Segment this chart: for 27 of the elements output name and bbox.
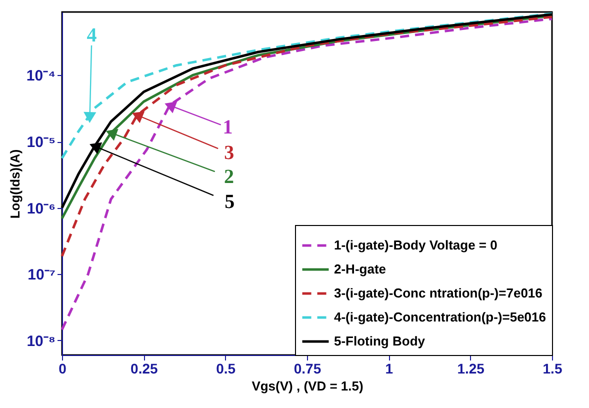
x-tick-label: 0 xyxy=(58,360,67,376)
annotation: 2 xyxy=(224,166,234,188)
x-tick-label: 0.5 xyxy=(216,360,236,376)
x-tick-label: 1 xyxy=(385,360,394,376)
line-series xyxy=(60,12,554,160)
annotation: 3 xyxy=(224,142,234,164)
x-tick-label: 1.5 xyxy=(542,360,562,376)
y-tick-label: 10⁻⁷ xyxy=(28,266,56,284)
annotation: 5 xyxy=(224,191,235,214)
annotation: 4 xyxy=(86,24,97,47)
x-tick-label: 0.75 xyxy=(294,360,322,376)
legend-label: 5-Floting Body xyxy=(334,334,426,348)
legend-label: 3-(i-gate)-Conc ntration(p-)=7e016 xyxy=(334,286,542,300)
x-axis-title: Vgs(V) , (VD = 1.5) xyxy=(252,378,364,394)
legend-label: 2-H-gate xyxy=(334,262,386,276)
y-tick-label: 10⁻⁸ xyxy=(26,332,56,350)
y-tick-label: 10⁻⁶ xyxy=(26,200,56,218)
x-tick-label: 1.25 xyxy=(457,360,485,376)
x-tick-label: 0.25 xyxy=(130,360,158,376)
legend-label: 1-(i-gate)-Body Voltage = 0 xyxy=(334,238,498,252)
line-series xyxy=(60,18,554,331)
y-tick-label: 10⁻⁴ xyxy=(26,68,56,85)
line-series xyxy=(60,16,554,258)
y-tick-label: 10⁻⁵ xyxy=(26,134,56,151)
legend-label: 4-(i-gate)-Concentration(p-)=5e016 xyxy=(334,310,546,324)
annotation: 1 xyxy=(222,116,233,138)
y-axis-title: Log(Ids)(A) xyxy=(7,149,22,219)
